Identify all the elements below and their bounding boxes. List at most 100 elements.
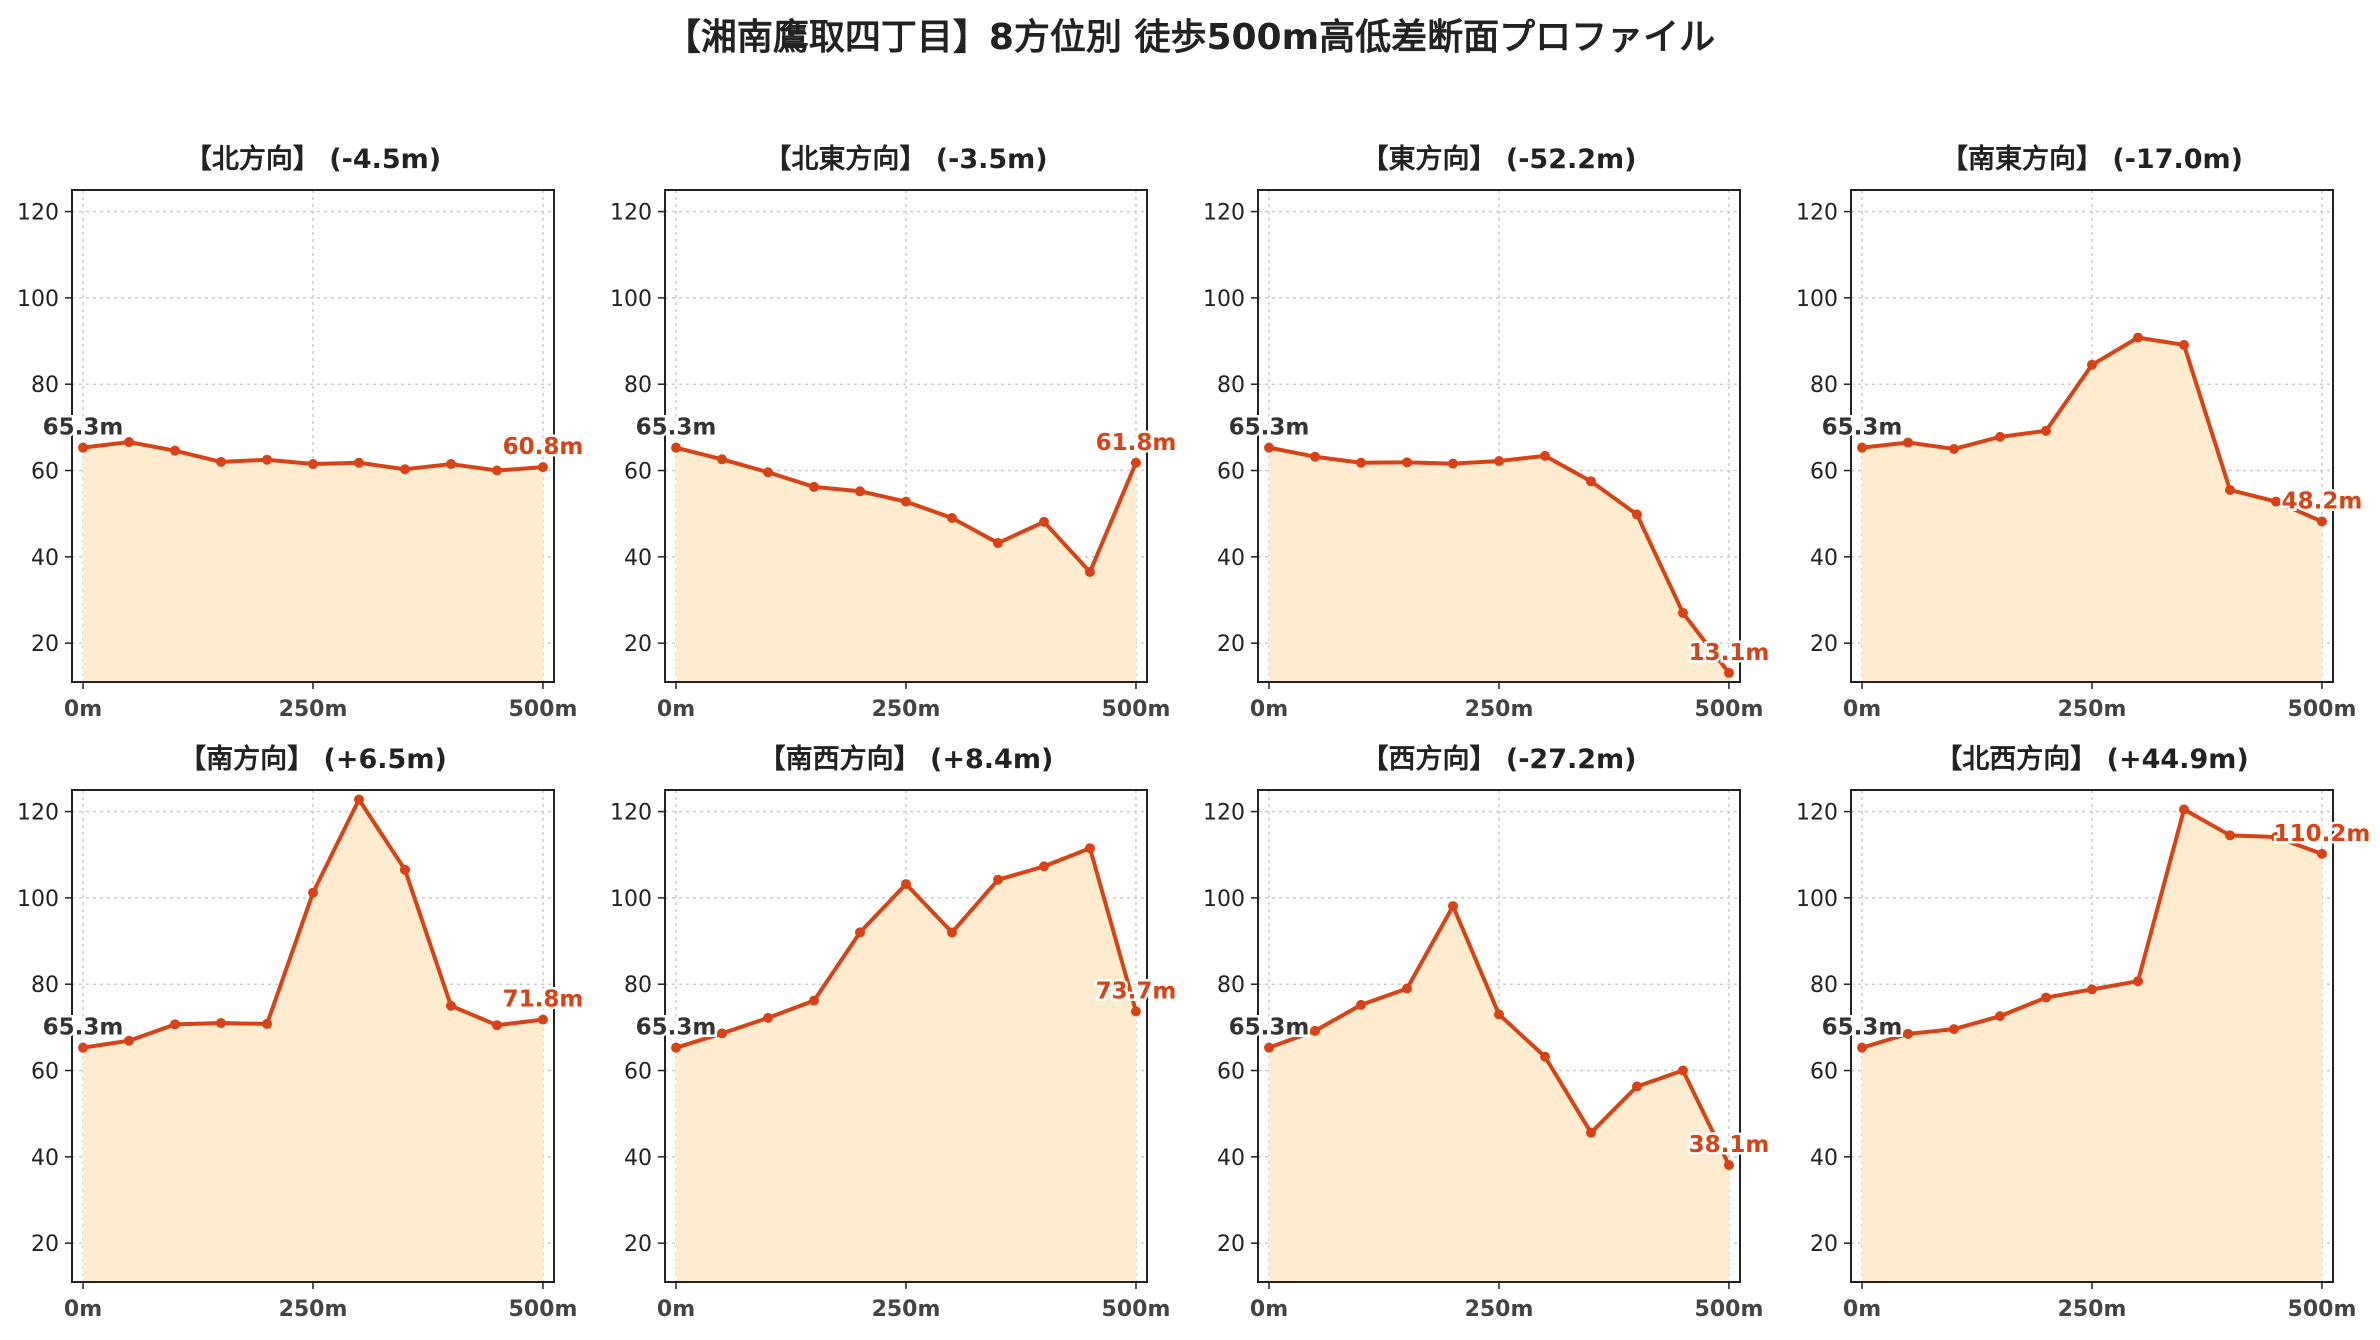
x-tick-label: 250m (279, 697, 348, 722)
data-point (1038, 516, 1049, 527)
data-point (1264, 1042, 1275, 1053)
subplot-4: 【南東方向】 (-17.0m) 20 40 60 80 100 120 0m 250m 500m 6… (1796, 143, 2365, 722)
plot-frame (1850, 189, 2334, 683)
data-point (170, 445, 181, 456)
start-elevation-label: 65.3m (43, 415, 124, 441)
subplot-6: 【南西方向】 (+8.4m) 20 40 60 80 100 120 0m 250m 500m 65… (610, 743, 1179, 1322)
x-tick-label: 250m (1465, 1297, 1534, 1322)
data-point (763, 467, 774, 478)
data-point (2224, 830, 2235, 841)
data-point (445, 459, 456, 470)
data-point (1903, 437, 1914, 448)
plot-frame (1257, 789, 1741, 1283)
y-tick-label: 40 (1810, 546, 1838, 571)
data-point (2316, 516, 2327, 527)
y-tick-label: 40 (31, 1146, 59, 1171)
main-title: 【湘南鷹取四丁目】8方位別 徒歩500m高低差断面プロファイル (664, 17, 1716, 58)
data-point (992, 874, 1003, 885)
elevation-area (83, 799, 543, 1282)
data-point (399, 864, 410, 875)
data-point (1402, 983, 1413, 994)
subplot-title: 【南方向】 (+6.5m) (179, 743, 447, 775)
data-point (1494, 1009, 1504, 1020)
data-point (2132, 976, 2143, 987)
y-tick-label: 80 (31, 973, 59, 998)
y-tick-label: 100 (1203, 887, 1245, 912)
elevation-area (1862, 809, 2322, 1282)
plot-frame (71, 189, 555, 683)
y-tick-label: 120 (17, 201, 59, 226)
data-point (901, 879, 911, 890)
y-tick-label: 40 (1217, 1146, 1245, 1171)
x-tick-label: 250m (279, 1297, 348, 1322)
subplot-3: 【東方向】 (-52.2m) 20 40 60 80 100 120 0m 250m 500m 65… (1203, 143, 1772, 722)
data-point (1402, 457, 1413, 468)
x-tick-label: 0m (64, 697, 102, 722)
data-point (537, 1014, 548, 1025)
data-point (1539, 450, 1550, 461)
y-tick-label: 80 (624, 373, 652, 398)
y-tick-label: 20 (624, 1232, 652, 1257)
data-point (216, 456, 227, 467)
plot-frame (71, 789, 555, 1283)
data-point (992, 538, 1003, 549)
y-tick-label: 120 (1203, 801, 1245, 826)
elevation-area (1862, 337, 2322, 682)
data-point (1356, 457, 1367, 468)
x-tick-label: 0m (1250, 1297, 1288, 1322)
y-tick-label: 40 (624, 546, 652, 571)
data-point (1539, 1051, 1550, 1062)
y-tick-label: 100 (17, 887, 59, 912)
y-tick-label: 60 (624, 460, 652, 485)
data-point (1995, 431, 2006, 442)
x-tick-label: 500m (2288, 1297, 2357, 1322)
elevation-area (676, 848, 1136, 1282)
subplot-title: 【南東方向】 (-17.0m) (1941, 143, 2243, 175)
subplot-title: 【北西方向】 (+44.9m) (1935, 743, 2248, 775)
data-point (671, 442, 682, 453)
data-point (1723, 1160, 1734, 1171)
y-tick-label: 80 (1217, 373, 1245, 398)
end-elevation-label: 61.8m (1096, 430, 1177, 456)
data-point (2178, 339, 2189, 350)
data-point (78, 1042, 89, 1053)
x-tick-label: 0m (1843, 1297, 1881, 1322)
data-point (2316, 848, 2327, 859)
data-point (1949, 443, 1960, 454)
start-elevation-label: 65.3m (1822, 1015, 1903, 1041)
data-point (901, 496, 911, 507)
elevation-area (83, 442, 543, 682)
y-tick-label: 60 (1217, 1060, 1245, 1085)
subplot-1: 【北方向】 (-4.5m) 20 40 60 80 100 120 0m 250m 500m 65.… (17, 143, 586, 722)
subplot-title: 【西方向】 (-27.2m) (1361, 743, 1636, 775)
y-tick-label: 20 (1810, 632, 1838, 657)
data-point (1631, 509, 1642, 520)
data-point (353, 794, 364, 805)
data-point (2041, 425, 2052, 436)
data-point (262, 454, 273, 465)
data-point (1995, 1011, 2006, 1022)
y-tick-label: 80 (1810, 973, 1838, 998)
data-point (1038, 861, 1049, 872)
data-point (124, 437, 135, 448)
y-tick-label: 60 (1810, 460, 1838, 485)
data-point (671, 1042, 682, 1053)
elevation-area (676, 447, 1136, 682)
y-tick-label: 120 (17, 801, 59, 826)
data-point (445, 1000, 456, 1011)
y-tick-label: 20 (31, 1232, 59, 1257)
data-point (1494, 456, 1504, 467)
plot-frame (1850, 789, 2334, 1283)
y-tick-label: 60 (31, 1060, 59, 1085)
x-tick-label: 500m (509, 697, 578, 722)
data-point (1585, 1127, 1596, 1138)
y-tick-label: 80 (1217, 973, 1245, 998)
y-tick-label: 80 (624, 973, 652, 998)
plot-frame (664, 789, 1148, 1283)
y-tick-label: 80 (1810, 373, 1838, 398)
data-point (2178, 804, 2189, 815)
data-point (1310, 1025, 1321, 1036)
x-tick-label: 500m (1102, 1297, 1171, 1322)
y-tick-label: 20 (1810, 1232, 1838, 1257)
